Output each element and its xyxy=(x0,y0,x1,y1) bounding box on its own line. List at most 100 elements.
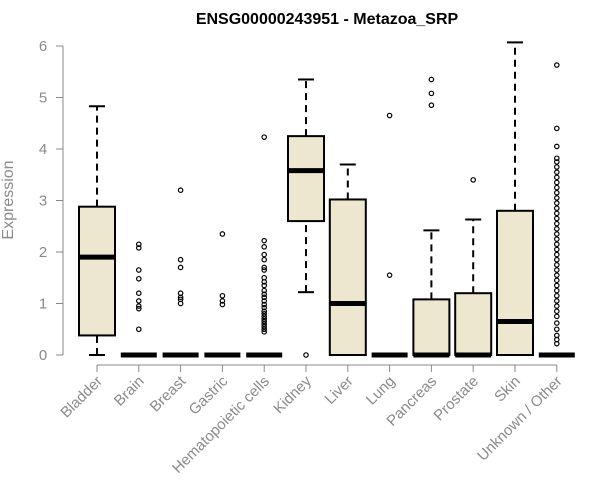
outlier-point xyxy=(261,318,268,325)
outlier-point xyxy=(261,298,268,304)
outlier-point xyxy=(553,200,560,206)
outlier-point xyxy=(553,231,560,237)
outlier-point xyxy=(261,237,268,244)
box-group xyxy=(412,76,451,358)
outlier-point xyxy=(553,210,560,217)
outlier-point xyxy=(553,246,560,253)
x-tick-label: Kidney xyxy=(270,372,315,417)
outlier-point xyxy=(219,301,226,308)
outlier-point xyxy=(261,329,268,335)
outlier-point xyxy=(553,226,560,232)
outlier-point xyxy=(553,326,560,333)
box-iqr xyxy=(287,135,325,223)
outlier-point xyxy=(136,305,142,312)
outlier-point xyxy=(219,292,226,299)
outlier-point xyxy=(553,159,560,165)
x-tick-label: Brain xyxy=(111,373,148,410)
outlier-point xyxy=(261,308,268,315)
box-group xyxy=(328,163,367,356)
outlier-point xyxy=(261,134,268,140)
outlier-point xyxy=(303,352,309,358)
outlier-point xyxy=(136,290,142,297)
outlier-point xyxy=(136,245,142,251)
outlier-point xyxy=(553,62,560,68)
outlier-point xyxy=(261,301,268,308)
outlier-point xyxy=(261,321,268,327)
box-iqr xyxy=(496,209,534,356)
outlier-point xyxy=(553,195,560,201)
outlier-point xyxy=(261,267,268,273)
box-group xyxy=(538,62,575,358)
box-group xyxy=(120,241,157,358)
outlier-point xyxy=(553,282,560,289)
x-tick-label: Breast xyxy=(147,372,190,415)
outlier-point xyxy=(553,292,560,299)
outlier-point xyxy=(553,164,560,170)
box-iqr xyxy=(412,298,451,357)
outlier-point xyxy=(177,256,184,263)
outlier-point xyxy=(261,310,268,317)
outlier-point xyxy=(553,308,560,315)
outlier-point xyxy=(261,326,268,333)
outlier-point xyxy=(553,272,560,278)
outlier-point xyxy=(470,177,477,183)
y-axis-label: Expression xyxy=(0,160,17,239)
outlier-point xyxy=(177,187,184,194)
x-tick-label: Liver xyxy=(322,373,357,408)
outlier-point xyxy=(553,179,560,186)
outlier-point xyxy=(553,174,560,181)
outlier-point xyxy=(553,251,560,258)
outlier-point xyxy=(553,303,560,309)
outlier-point xyxy=(386,272,393,278)
outlier-point xyxy=(553,215,560,222)
outlier-point xyxy=(261,264,268,271)
outlier-point xyxy=(261,313,268,320)
y-axis: 0 1 2 3 4 5 6 xyxy=(39,38,64,364)
outlier-point xyxy=(553,320,560,326)
outlier-point xyxy=(553,340,560,347)
outlier-point xyxy=(261,291,268,298)
outlier-point xyxy=(261,316,268,322)
box-group xyxy=(246,134,283,358)
box-iqr xyxy=(454,292,493,357)
box-group xyxy=(287,78,325,358)
outlier-point xyxy=(553,298,560,304)
x-tick-label: Bladder xyxy=(57,373,106,422)
outlier-point xyxy=(553,313,560,320)
box-group xyxy=(496,41,534,356)
outlier-point xyxy=(261,304,268,311)
box-group xyxy=(162,187,199,358)
outlier-point xyxy=(261,323,268,330)
outlier-point xyxy=(553,241,560,248)
outlier-point xyxy=(553,155,560,162)
box-group xyxy=(204,231,241,358)
y-tick-label: 3 xyxy=(39,193,47,210)
outlier-point xyxy=(428,76,435,83)
outlier-point xyxy=(553,184,560,191)
outlier-point xyxy=(219,298,226,304)
outlier-point xyxy=(553,125,560,132)
outlier-point xyxy=(261,244,268,250)
outlier-point xyxy=(136,303,142,309)
box-group xyxy=(454,177,493,358)
outlier-point xyxy=(553,205,560,212)
outlier-point xyxy=(261,251,268,258)
outlier-point xyxy=(136,326,142,333)
y-tick-label: 1 xyxy=(39,296,47,313)
box-iqr xyxy=(328,198,367,356)
outlier-point xyxy=(553,267,560,273)
outlier-point xyxy=(553,256,560,263)
outlier-point xyxy=(177,264,184,271)
outlier-point xyxy=(428,90,435,97)
outlier-point xyxy=(261,256,268,263)
outlier-point xyxy=(136,298,142,304)
outlier-point xyxy=(261,287,268,294)
outlier-point xyxy=(553,236,560,242)
y-tick-label: 2 xyxy=(39,244,47,261)
outlier-point xyxy=(177,294,184,301)
outlier-point xyxy=(553,287,560,294)
y-tick-label: 4 xyxy=(39,141,47,158)
outlier-point xyxy=(386,112,393,119)
box-iqr xyxy=(78,205,116,337)
